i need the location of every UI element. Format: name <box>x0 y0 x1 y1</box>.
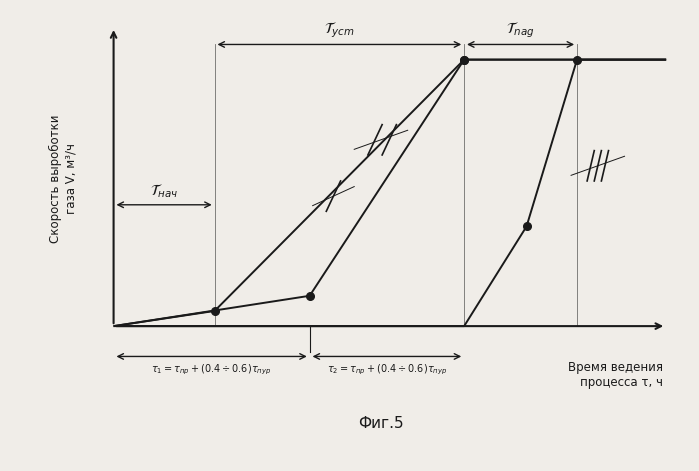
Text: Фиг.5: Фиг.5 <box>358 416 404 431</box>
Text: $\mathcal{T}_{нач}$: $\mathcal{T}_{нач}$ <box>150 183 178 201</box>
Text: $\mathcal{T}_{усm}$: $\mathcal{T}_{усm}$ <box>324 21 354 40</box>
Text: Скорость выроботки
газа V, м³/ч: Скорость выроботки газа V, м³/ч <box>49 114 77 243</box>
Text: $\tau_2=\tau_{пр}+(0.4\div 0.6)\tau_{пур}$: $\tau_2=\tau_{пр}+(0.4\div 0.6)\tau_{пур… <box>326 363 447 377</box>
Text: $\mathcal{T}_{nag}$: $\mathcal{T}_{nag}$ <box>506 21 535 40</box>
Text: Время ведения
процесса τ, ч: Время ведения процесса τ, ч <box>568 361 663 389</box>
Text: $\tau_1=\tau_{пр}+(0.4\div 0.6)\tau_{пур}$: $\tau_1=\tau_{пр}+(0.4\div 0.6)\tau_{пур… <box>152 363 272 377</box>
